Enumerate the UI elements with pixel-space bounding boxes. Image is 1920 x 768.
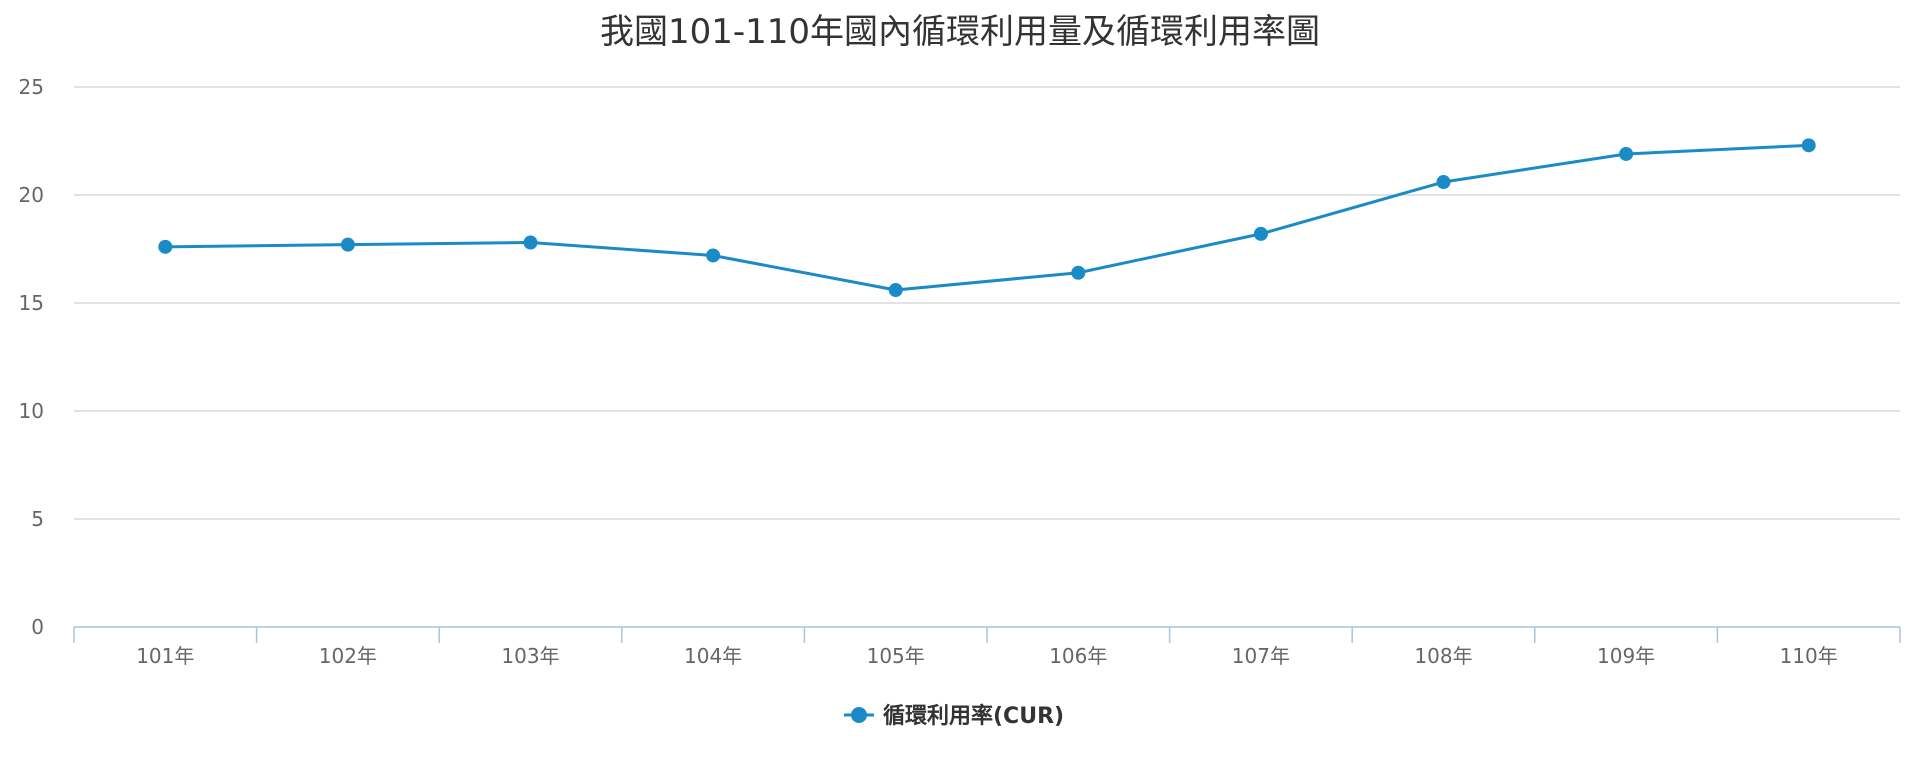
series-layer — [158, 138, 1816, 298]
x-tick-label: 102年 — [319, 644, 377, 668]
chart-title: 我國101-110年國內循環利用量及循環利用率圖 — [600, 12, 1320, 52]
legend[interactable]: 循環利用率(CUR) — [844, 703, 1064, 729]
x-tick-label: 101年 — [136, 644, 194, 668]
series-line-0 — [163, 143, 1811, 292]
legend-marker — [851, 707, 867, 723]
x-tick-label: 108年 — [1414, 644, 1472, 668]
y-tick-label: 15 — [19, 291, 44, 315]
y-axis: 0 5 10 15 20 25 — [19, 75, 44, 639]
x-tick-label: 105年 — [867, 644, 925, 668]
data-point — [1436, 175, 1451, 190]
data-point — [523, 235, 538, 250]
data-point — [888, 283, 903, 298]
y-tick-label: 0 — [31, 615, 44, 639]
data-point — [158, 239, 173, 254]
x-tick-label: 104年 — [684, 644, 742, 668]
y-tick-label: 5 — [31, 507, 44, 531]
y-tick-label: 20 — [19, 183, 44, 207]
data-point — [1619, 146, 1634, 161]
data-point — [1801, 138, 1816, 153]
data-point — [1071, 265, 1086, 280]
data-point — [706, 248, 721, 263]
data-point — [1253, 226, 1268, 241]
x-tick-label: 106年 — [1049, 644, 1107, 668]
x-tick-label: 110年 — [1780, 644, 1838, 668]
x-tick-label: 107年 — [1232, 644, 1290, 668]
x-tick-label: 109年 — [1597, 644, 1655, 668]
x-axis: 101年 102年 103年 104年 105年 106年 107年 108年 109年 110年 — [73, 626, 1901, 668]
gridlines — [74, 86, 1900, 520]
y-tick-label: 10 — [19, 399, 44, 423]
x-tick-label: 103年 — [501, 644, 559, 668]
legend-label[interactable]: 循環利用率(CUR) — [883, 703, 1064, 729]
data-point — [340, 237, 355, 252]
y-tick-label: 25 — [19, 75, 44, 99]
